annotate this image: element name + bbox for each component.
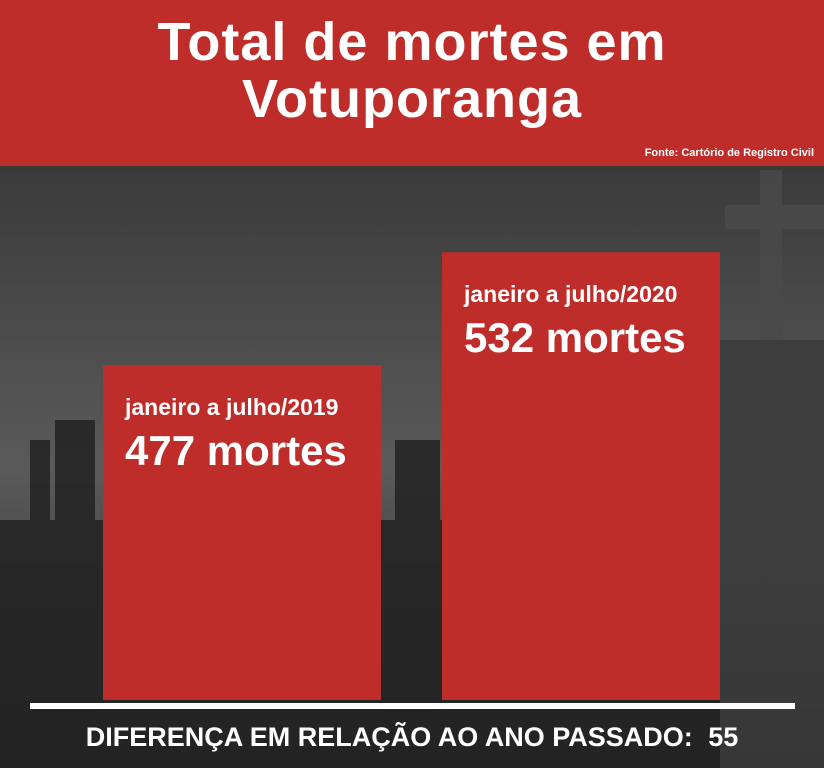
value-label: 532 mortes <box>464 314 686 361</box>
title: Total de mortes em Votuporanga <box>157 12 667 129</box>
value-label: 477 mortes <box>125 427 347 474</box>
difference-value: 55 <box>708 722 738 752</box>
bar <box>442 252 720 701</box>
difference-label: DIFERENÇA EM RELAÇÃO AO ANO PASSADO: <box>86 721 693 752</box>
source: Fonte: Cartório de Registro Civil <box>645 147 814 159</box>
bar <box>103 365 381 700</box>
category-label: janeiro a julho/2020 <box>463 281 677 307</box>
header <box>0 0 824 166</box>
category-label: janeiro a julho/2019 <box>124 394 338 420</box>
difference-text: DIFERENÇA EM RELAÇÃO AO ANO PASSADO: 55 <box>86 721 739 752</box>
